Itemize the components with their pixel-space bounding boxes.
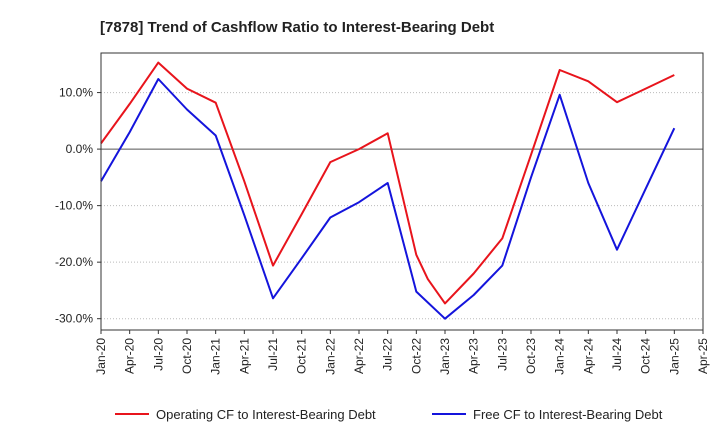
- x-tick-label: Jan-21: [209, 338, 223, 375]
- x-tick-label: Jan-25: [667, 338, 681, 375]
- x-tick-label: Oct-22: [409, 338, 423, 374]
- x-tick-label: Jan-20: [94, 338, 108, 375]
- x-tick-label: Jan-22: [323, 338, 337, 375]
- legend: Operating CF to Interest-Bearing Debt Fre…: [115, 407, 663, 422]
- x-tick-label: Apr-24: [581, 338, 595, 374]
- x-tick-label: Oct-23: [524, 338, 538, 374]
- series-line-2: [100, 78, 676, 320]
- y-tick-label: -20.0%: [55, 255, 93, 269]
- x-tick-label: Jul-21: [266, 338, 280, 371]
- y-tick-label: -10.0%: [55, 199, 93, 213]
- x-tick-label: Apr-20: [123, 338, 137, 374]
- x-tick-label: Jul-23: [495, 338, 509, 371]
- x-tick-label: Oct-20: [180, 338, 194, 374]
- y-tick-label: 0.0%: [66, 142, 94, 156]
- x-tick-label: Jan-24: [553, 338, 567, 375]
- x-tick-label: Jul-20: [151, 338, 165, 371]
- x-tick-label: Jul-22: [381, 338, 395, 371]
- x-tick-label: Oct-24: [639, 338, 653, 374]
- y-tick-label: 10.0%: [59, 86, 93, 100]
- grid: [101, 92, 703, 320]
- legend-label-1: Operating CF to Interest-Bearing Debt: [156, 407, 376, 422]
- plot-area: [100, 52, 704, 331]
- legend-label-2: Free CF to Interest-Bearing Debt: [473, 407, 663, 422]
- y-tick-label: -30.0%: [55, 312, 93, 326]
- x-tick-label: Jul-24: [610, 338, 624, 371]
- series-layer: [100, 61, 676, 320]
- series-line-1: [100, 61, 675, 305]
- y-axis: 10.0% 0.0% -10.0% -20.0% -30.0%: [55, 86, 101, 326]
- x-tick-label: Jan-23: [438, 338, 452, 375]
- x-tick-label: Oct-21: [295, 338, 309, 374]
- x-tick-label: Apr-25: [696, 338, 710, 374]
- x-tick-label: Apr-22: [352, 338, 366, 374]
- x-axis: Jan-20 Apr-20 Jul-20 Oct-20 Jan-21 Apr-21 Jul-…: [94, 330, 710, 375]
- x-tick-label: Apr-23: [467, 338, 481, 374]
- x-tick-label: Apr-21: [237, 338, 251, 374]
- chart-title: [7878] Trend of Cashflow Ratio to Intere…: [100, 19, 494, 36]
